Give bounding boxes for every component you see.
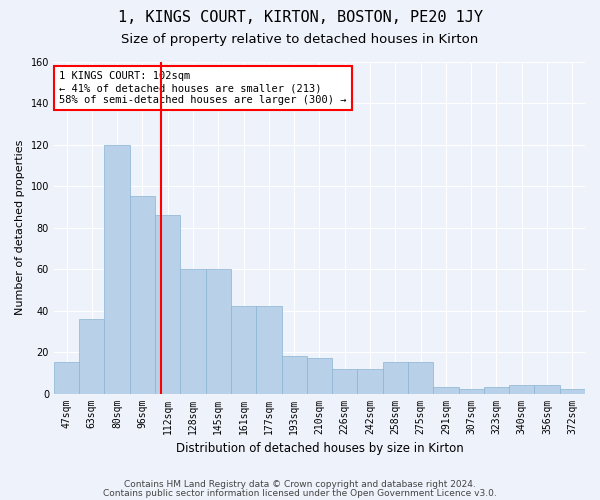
- Bar: [79, 319, 104, 394]
- Bar: [206, 269, 231, 394]
- Bar: [155, 215, 181, 394]
- Bar: [458, 390, 484, 394]
- Text: Contains HM Land Registry data © Crown copyright and database right 2024.: Contains HM Land Registry data © Crown c…: [124, 480, 476, 489]
- Bar: [231, 306, 256, 394]
- Bar: [256, 306, 281, 394]
- Text: 1, KINGS COURT, KIRTON, BOSTON, PE20 1JY: 1, KINGS COURT, KIRTON, BOSTON, PE20 1JY: [118, 10, 482, 25]
- Bar: [560, 390, 585, 394]
- Bar: [535, 386, 560, 394]
- Y-axis label: Number of detached properties: Number of detached properties: [15, 140, 25, 315]
- Bar: [130, 196, 155, 394]
- Bar: [509, 386, 535, 394]
- X-axis label: Distribution of detached houses by size in Kirton: Distribution of detached houses by size …: [176, 442, 463, 455]
- Bar: [408, 362, 433, 394]
- Bar: [281, 356, 307, 394]
- Bar: [104, 144, 130, 394]
- Bar: [332, 368, 358, 394]
- Bar: [54, 362, 79, 394]
- Bar: [181, 269, 206, 394]
- Text: Size of property relative to detached houses in Kirton: Size of property relative to detached ho…: [121, 32, 479, 46]
- Bar: [358, 368, 383, 394]
- Bar: [383, 362, 408, 394]
- Text: 1 KINGS COURT: 102sqm
← 41% of detached houses are smaller (213)
58% of semi-det: 1 KINGS COURT: 102sqm ← 41% of detached …: [59, 72, 347, 104]
- Bar: [307, 358, 332, 394]
- Bar: [484, 388, 509, 394]
- Bar: [433, 388, 458, 394]
- Text: Contains public sector information licensed under the Open Government Licence v3: Contains public sector information licen…: [103, 489, 497, 498]
